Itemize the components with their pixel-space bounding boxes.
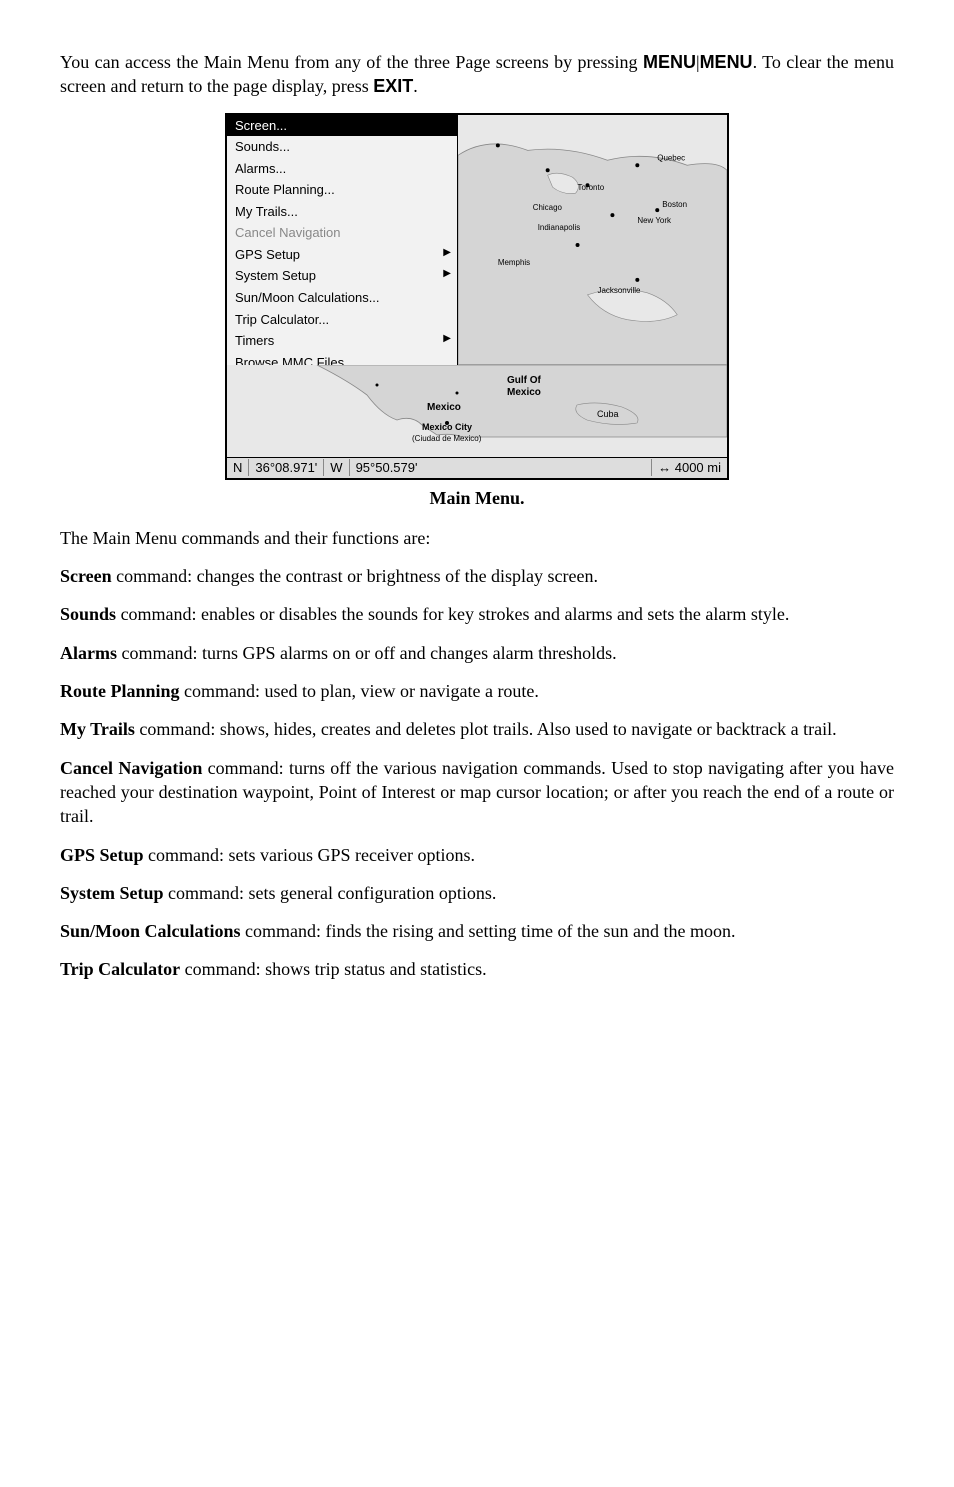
key-exit: EXIT xyxy=(373,76,413,96)
command-term: Trip Calculator xyxy=(60,959,180,979)
status-scale: ↔ 4000 mi xyxy=(652,459,727,477)
command-term: My Trails xyxy=(60,719,135,739)
command-term: GPS Setup xyxy=(60,845,144,865)
command-desc: command: used to plan, view or navigate … xyxy=(180,681,539,701)
command-paragraph: System Setup command: sets general confi… xyxy=(60,881,894,905)
menu-item[interactable]: Timers▶ xyxy=(227,330,457,352)
menu-item[interactable]: Sounds... xyxy=(227,136,457,158)
command-desc: command: sets general configuration opti… xyxy=(164,883,497,903)
svg-text:Cuba: Cuba xyxy=(597,409,619,419)
intro-text-1: You can access the Main Menu from any of… xyxy=(60,52,643,72)
menu-item[interactable]: GPS Setup▶ xyxy=(227,244,457,266)
key-menu-2: MENU xyxy=(700,52,753,72)
command-paragraph: Cancel Navigation command: turns off the… xyxy=(60,756,894,829)
screen-upper: Screen...Sounds...Alarms...Route Plannin… xyxy=(227,115,727,365)
submenu-arrow-icon: ▶ xyxy=(443,267,451,281)
command-paragraph: Sounds command: enables or disables the … xyxy=(60,602,894,626)
command-paragraph: Alarms command: turns GPS alarms on or o… xyxy=(60,641,894,665)
command-desc: command: shows, hides, creates and delet… xyxy=(135,719,837,739)
menu-item[interactable]: Cancel Navigation xyxy=(227,222,457,244)
svg-text:New York: New York xyxy=(637,216,671,225)
menu-item[interactable]: Screen... xyxy=(227,115,457,137)
command-term: System Setup xyxy=(60,883,164,903)
command-desc: command: finds the rising and setting ti… xyxy=(241,921,736,941)
key-menu-1: MENU xyxy=(643,52,696,72)
svg-text:Memphis: Memphis xyxy=(498,258,530,267)
svg-text:Chicago: Chicago xyxy=(533,203,563,212)
svg-text:Mexico: Mexico xyxy=(507,387,541,398)
command-paragraph: My Trails command: shows, hides, creates… xyxy=(60,717,894,741)
svg-text:Indianapolis: Indianapolis xyxy=(538,223,581,232)
command-term: Sounds xyxy=(60,604,116,624)
status-w: W xyxy=(324,459,349,477)
command-term: Alarms xyxy=(60,643,117,663)
intro-paragraph: You can access the Main Menu from any of… xyxy=(60,50,894,99)
command-desc: command: changes the contrast or brightn… xyxy=(112,566,598,586)
menu-item[interactable]: Route Planning... xyxy=(227,179,457,201)
svg-text:Toronto: Toronto xyxy=(578,183,605,192)
map-svg: Quebec Toronto Boston Chicago New York I… xyxy=(458,115,727,365)
command-paragraph: Sun/Moon Calculations command: finds the… xyxy=(60,919,894,943)
screenshot-container: Screen...Sounds...Alarms...Route Plannin… xyxy=(60,113,894,480)
command-desc: command: shows trip status and statistic… xyxy=(180,959,486,979)
command-term: Cancel Navigation xyxy=(60,758,202,778)
svg-text:Quebec: Quebec xyxy=(657,153,685,162)
command-term: Screen xyxy=(60,566,112,586)
status-n: N xyxy=(227,459,249,477)
menu-item[interactable]: Alarms... xyxy=(227,158,457,180)
svg-text:Boston: Boston xyxy=(662,200,687,209)
status-bar: N 36°08.971' W 95°50.579' ↔ 4000 mi xyxy=(227,457,727,478)
submenu-arrow-icon: ▶ xyxy=(443,332,451,346)
command-term: Sun/Moon Calculations xyxy=(60,921,241,941)
command-desc: command: sets various GPS receiver optio… xyxy=(144,845,475,865)
command-list: Screen command: changes the contrast or … xyxy=(60,564,894,982)
status-lat: 36°08.971' xyxy=(249,459,324,477)
figure-caption: Main Menu. xyxy=(60,486,894,510)
main-menu-panel: Screen...Sounds...Alarms...Route Plannin… xyxy=(227,115,458,365)
menu-item[interactable]: System Setup▶ xyxy=(227,265,457,287)
menu-item[interactable]: Sun/Moon Calculations... xyxy=(227,287,457,309)
svg-text:Gulf Of: Gulf Of xyxy=(507,375,542,386)
intro-text-3: . xyxy=(413,76,418,96)
map-panel: Quebec Toronto Boston Chicago New York I… xyxy=(458,115,727,365)
svg-text:Jacksonville: Jacksonville xyxy=(597,285,641,294)
map-lower-region: Gulf Of Mexico Mexico Mexico City (Ciuda… xyxy=(227,365,727,457)
command-desc: command: turns GPS alarms on or off and … xyxy=(117,643,617,663)
menu-item[interactable]: My Trails... xyxy=(227,201,457,223)
device-screenshot: Screen...Sounds...Alarms...Route Plannin… xyxy=(225,113,729,480)
svg-text:(Ciudad de Mexico): (Ciudad de Mexico) xyxy=(412,434,482,443)
command-term: Route Planning xyxy=(60,681,180,701)
command-paragraph: Trip Calculator command: shows trip stat… xyxy=(60,957,894,981)
submenu-arrow-icon: ▶ xyxy=(443,246,451,260)
menu-item[interactable]: Trip Calculator... xyxy=(227,309,457,331)
command-paragraph: Route Planning command: used to plan, vi… xyxy=(60,679,894,703)
command-paragraph: GPS Setup command: sets various GPS rece… xyxy=(60,843,894,867)
status-lon: 95°50.579' xyxy=(350,459,653,477)
commands-intro: The Main Menu commands and their functio… xyxy=(60,526,894,550)
svg-text:Mexico: Mexico xyxy=(427,402,461,413)
command-desc: command: enables or disables the sounds … xyxy=(116,604,789,624)
command-paragraph: Screen command: changes the contrast or … xyxy=(60,564,894,588)
